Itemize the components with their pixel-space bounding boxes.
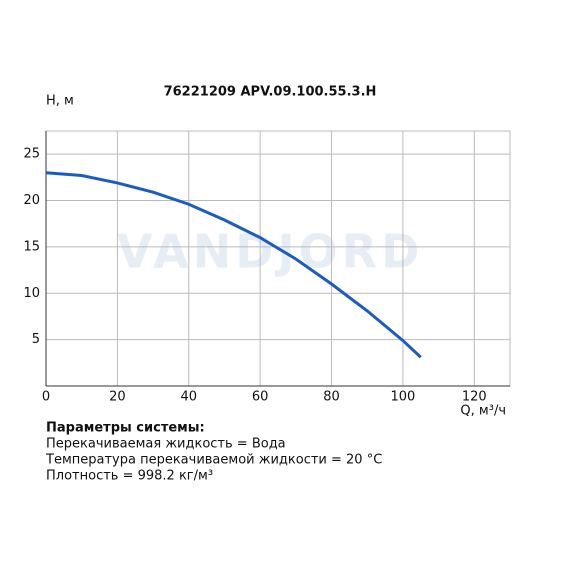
x-tick-label: 100 — [391, 390, 416, 405]
y-tick-label: 10 — [23, 286, 40, 301]
y-tick-label: 5 — [32, 332, 40, 347]
chart-title: 76221209 APV.09.100.55.3.H — [164, 85, 377, 100]
param-line: Плотность = 998.2 кг/м³ — [46, 469, 213, 484]
x-axis-label: Q, м³/ч — [460, 404, 506, 419]
param-line: Перекачиваемая жидкость = Вода — [46, 437, 286, 452]
y-axis-label: H, м — [46, 94, 74, 109]
x-tick-label: 120 — [462, 390, 487, 405]
x-tick-label: 40 — [180, 390, 197, 405]
x-tick-label: 0 — [42, 390, 50, 405]
y-tick-label: 25 — [23, 147, 40, 162]
x-tick-label: 80 — [323, 390, 340, 405]
y-tick-label: 20 — [23, 193, 40, 208]
y-tick-label: 15 — [23, 239, 40, 254]
x-tick-label: 60 — [252, 390, 269, 405]
curve — [45, 171, 422, 359]
params-heading: Параметры системы: — [46, 421, 205, 436]
x-tick-label: 20 — [109, 390, 126, 405]
watermark: VANDJORD — [117, 225, 424, 279]
param-line: Температура перекачиваемой жидкости = 20… — [45, 453, 382, 468]
